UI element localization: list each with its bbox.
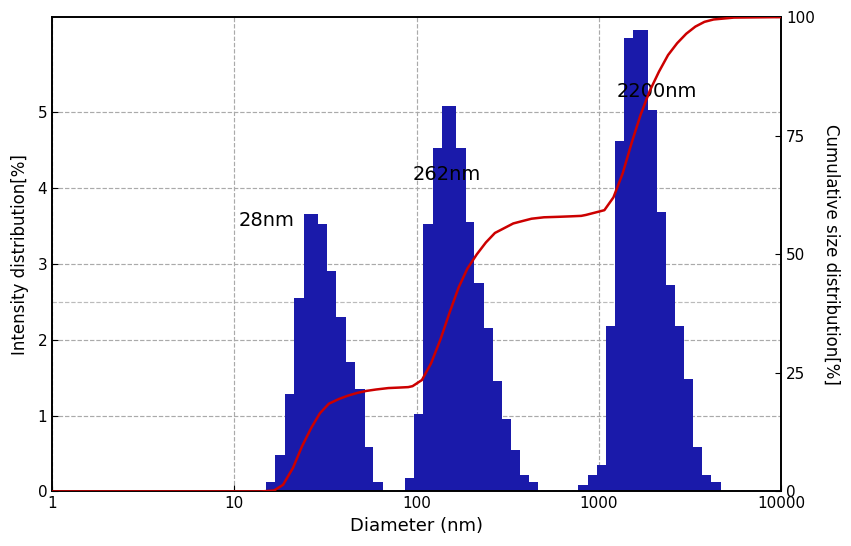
Bar [660, 285, 675, 491]
X-axis label: Diameter (nm): Diameter (nm) [350, 517, 483, 535]
Bar [442, 106, 456, 491]
Bar [524, 482, 539, 491]
Bar [368, 482, 383, 491]
Bar [670, 326, 684, 491]
Bar [331, 317, 346, 491]
Bar [496, 419, 511, 491]
Bar [350, 389, 365, 491]
Bar [405, 478, 420, 491]
Bar [304, 215, 318, 491]
Bar [414, 414, 429, 491]
Bar [615, 141, 630, 491]
Text: 2200nm: 2200nm [616, 82, 697, 101]
Bar [515, 475, 529, 491]
Bar [505, 450, 520, 491]
Bar [579, 485, 593, 491]
Y-axis label: Cumulative size distribution[%]: Cumulative size distribution[%] [822, 124, 840, 385]
Bar [294, 298, 309, 491]
Bar [312, 224, 327, 491]
Bar [697, 475, 711, 491]
Bar [633, 30, 648, 491]
Bar [678, 379, 694, 491]
Bar [276, 455, 290, 491]
Bar [688, 448, 702, 491]
Bar [587, 475, 603, 491]
Bar [606, 326, 620, 491]
Bar [358, 448, 374, 491]
Bar [432, 149, 448, 491]
Bar [340, 363, 355, 491]
Bar [624, 38, 638, 491]
Bar [451, 149, 465, 491]
Bar [643, 110, 657, 491]
Bar [597, 465, 611, 491]
Bar [469, 283, 484, 491]
Bar [285, 394, 300, 491]
Bar [424, 224, 438, 491]
Bar [651, 212, 666, 491]
Text: 28nm: 28nm [238, 211, 294, 230]
Bar [460, 222, 474, 491]
Bar [706, 482, 721, 491]
Bar [321, 271, 336, 491]
Bar [478, 328, 493, 491]
Text: 262nm: 262nm [413, 165, 481, 185]
Bar [488, 382, 502, 491]
Bar [266, 482, 281, 491]
Y-axis label: Intensity distribution[%]: Intensity distribution[%] [11, 154, 29, 355]
